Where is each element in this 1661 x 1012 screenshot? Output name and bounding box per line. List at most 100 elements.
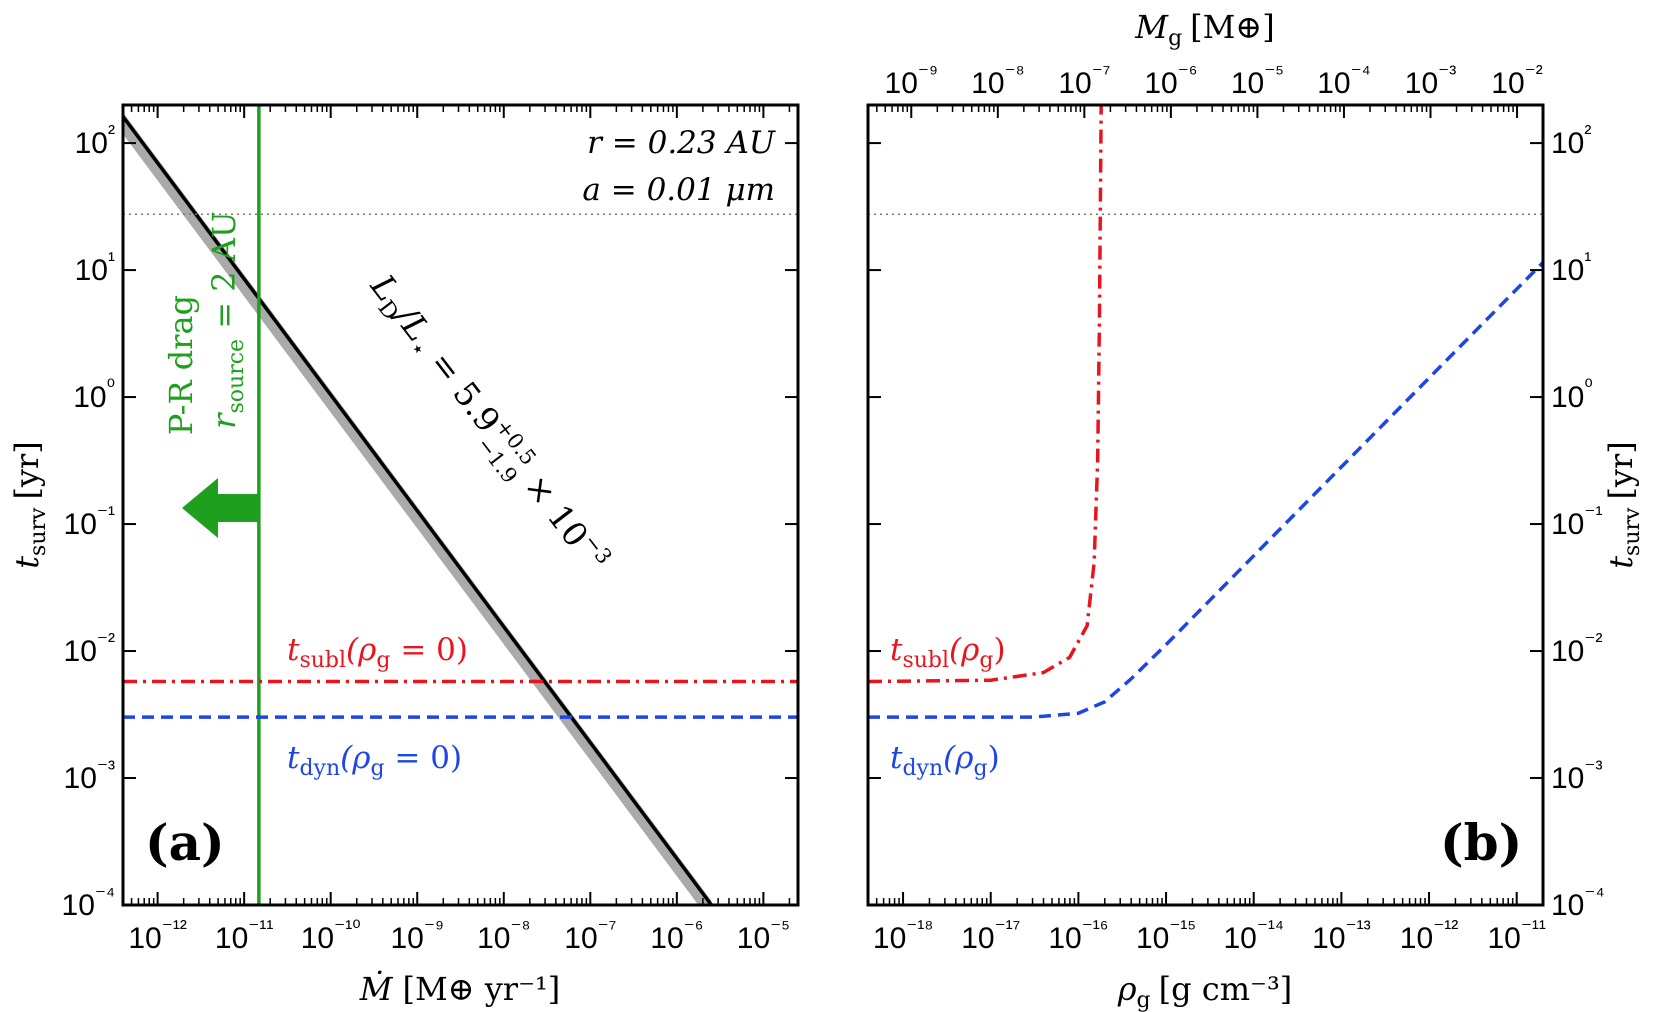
b-tsubl-symbol: t xyxy=(890,632,903,668)
top-x-tick-label: 10⁻⁶ xyxy=(1144,62,1197,100)
tdyn-subscript: dyn xyxy=(299,756,340,781)
tsurv-subscript: surv xyxy=(26,507,51,556)
y-tick-label: 10⁻³ xyxy=(1551,757,1602,795)
y-tick-label: 10⁰ xyxy=(1551,376,1593,414)
panel-b-label: (b) xyxy=(1440,813,1522,872)
b-tsurv-subscript: surv xyxy=(1620,507,1645,556)
tdyn-arg-rest: = 0) xyxy=(385,740,463,776)
panel-a-ylabel: tsurv [yr] xyxy=(8,441,51,569)
panel-a-label: (a) xyxy=(145,813,225,872)
x-tick-label: 10⁻⁷ xyxy=(564,917,616,955)
top-x-tick-label: 10⁻⁴ xyxy=(1317,62,1370,100)
r-source-label-group: rsource = 2 AU xyxy=(205,211,249,429)
y-tick-label: 10² xyxy=(75,122,115,160)
mg-symbol: M xyxy=(1134,8,1169,46)
rhog-unit: [g cm⁻³] xyxy=(1159,970,1293,1008)
rhog-symbol: ρ xyxy=(1117,970,1137,1008)
pr-drag-arrow xyxy=(182,478,258,538)
x-tick-label: 10⁻¹⁵ xyxy=(1136,917,1196,955)
x-tick-label: 10⁻¹⁷ xyxy=(961,917,1020,955)
ld-label-group: LD/L⋆ = 5.9+0.5−1.9 × 10−3 xyxy=(363,266,617,568)
panel-a-tsubl-label: tsubl(ρg = 0) xyxy=(287,632,468,673)
b-tsurv-unit: [yr] xyxy=(1602,441,1640,499)
y-tick-label: 10⁰ xyxy=(73,376,115,414)
r-source-value: = 2 AU xyxy=(205,211,243,339)
x-tick-label: 10⁻¹¹ xyxy=(215,917,273,955)
y-tick-label: 10⁻⁴ xyxy=(1551,884,1604,922)
b-tdyn-arg-rest: ) xyxy=(988,740,1000,776)
panel-a-tdyn-label: tdyn(ρg = 0) xyxy=(287,740,462,781)
x-tick-label: 10⁻¹⁴ xyxy=(1223,917,1283,955)
panel-a-xlabel: Ṁ [M⊕ yr⁻¹] xyxy=(359,970,561,1008)
r-source-label: rsource = 2 AU xyxy=(205,211,249,429)
panel-a-ticks: 10⁻⁴ 10⁻³ 10⁻² 10⁻¹ 10⁰ 10¹ 10² 10⁻¹² 10⁻¹¹ 10⁻¹⁰… xyxy=(62,105,798,955)
panel-b-top-xlabel: Mg [M⊕] xyxy=(1134,8,1274,51)
tsurv-symbol: t xyxy=(8,556,46,569)
tsubl-arg: (ρ xyxy=(346,632,376,668)
tdyn-symbol: t xyxy=(287,740,300,776)
panel-a: 10⁻⁴ 10⁻³ 10⁻² 10⁻¹ 10⁰ 10¹ 10² 10⁻¹² 10⁻¹¹ 10⁻¹⁰… xyxy=(8,103,800,1008)
series-line xyxy=(123,113,713,905)
panel-b-plot-area xyxy=(868,105,1543,719)
panel-b-tdyn-label: tdyn(ρg) xyxy=(890,740,1000,781)
panel-a-plot-area xyxy=(123,105,798,905)
tsubl-symbol: t xyxy=(287,632,300,668)
x-tick-label: 10⁻¹⁸ xyxy=(873,917,933,955)
panel-b-ylabel: tsurv [yr] xyxy=(1602,441,1645,569)
y-tick-label: 10⁻⁴ xyxy=(62,884,115,922)
y-tick-label: 10⁻² xyxy=(64,630,115,668)
panel-a-radius-label: r = 0.23 AU xyxy=(587,125,776,161)
mg-subscript: g xyxy=(1168,26,1182,51)
b-tdyn-arg-subscript: g xyxy=(973,756,987,781)
y-tick-label: 10⁻¹ xyxy=(1551,503,1602,541)
x-tick-label: 10⁻¹² xyxy=(128,917,186,955)
mg-unit: [M⊕] xyxy=(1190,8,1275,46)
x-tick-label: 10⁻⁹ xyxy=(391,917,444,955)
panel-a-ylabel-group: tsurv [yr] xyxy=(8,441,51,569)
tsubl-arg-rest: = 0) xyxy=(390,632,468,668)
series-line xyxy=(868,105,1103,684)
b-tdyn-subscript: dyn xyxy=(902,756,943,781)
panel-b: 10⁻⁴ 10⁻³ 10⁻² 10⁻¹ 10⁰ 10¹ 10² 10⁻¹⁸ 10⁻¹⁷ 10⁻¹⁶… xyxy=(866,8,1645,1012)
panel-a-frame xyxy=(121,103,800,907)
x-tick-label: 10⁻¹¹ xyxy=(1487,917,1545,955)
r-source-subscript: source xyxy=(224,339,249,414)
b-tsubl-subscript: subl xyxy=(902,648,949,673)
x-tick-label: 10⁻¹² xyxy=(1400,917,1458,955)
y-tick-label: 10¹ xyxy=(75,249,115,287)
series-line xyxy=(868,261,1543,719)
panel-a-series-layer xyxy=(123,105,798,905)
mdot-unit: [M⊕ yr⁻¹] xyxy=(402,970,560,1008)
top-x-tick-label: 10⁻⁷ xyxy=(1058,62,1110,100)
b-tsubl-arg-subscript: g xyxy=(979,648,993,673)
tsubl-subscript: subl xyxy=(299,648,346,673)
panel-b-frame xyxy=(866,103,1545,907)
top-x-tick-label: 10⁻⁹ xyxy=(885,62,938,100)
panel-b-tsubl-label: tsubl(ρg) xyxy=(890,632,1006,673)
ld-uncertainty-band xyxy=(123,112,712,905)
pr-drag-label: P-R drag xyxy=(162,295,200,435)
y-tick-label: 10⁻³ xyxy=(64,757,115,795)
b-tdyn-arg: (ρ xyxy=(943,740,973,776)
top-x-tick-label: 10⁻² xyxy=(1491,62,1542,100)
panel-b-ylabel-group: tsurv [yr] xyxy=(1602,441,1645,569)
panel-a-grain-size-label: a = 0.01 μm xyxy=(582,172,775,208)
x-tick-label: 10⁻⁸ xyxy=(477,917,530,955)
tdyn-arg-subscript: g xyxy=(370,756,384,781)
top-x-tick-label: 10⁻³ xyxy=(1405,62,1456,100)
b-tsurv-symbol: t xyxy=(1602,556,1640,569)
y-tick-label: 10⁻² xyxy=(1551,630,1602,668)
tsurv-unit: [yr] xyxy=(8,441,46,499)
panel-b-xlabel: ρg [g cm⁻³] xyxy=(1117,970,1293,1012)
x-tick-label: 10⁻⁶ xyxy=(650,917,703,955)
x-tick-label: 10⁻¹⁰ xyxy=(301,917,361,955)
y-tick-label: 10¹ xyxy=(1551,249,1591,287)
x-tick-label: 10⁻¹³ xyxy=(1312,917,1370,955)
pr-drag-label-group: P-R drag xyxy=(162,295,200,435)
r-source-symbol: r xyxy=(205,412,243,429)
panel-b-ticks: 10⁻⁴ 10⁻³ 10⁻² 10⁻¹ 10⁰ 10¹ 10² 10⁻¹⁸ 10⁻¹⁷ 10⁻¹⁶… xyxy=(867,62,1604,955)
top-x-tick-label: 10⁻⁵ xyxy=(1231,62,1284,100)
panel-b-series-layer xyxy=(868,105,1543,719)
b-tsubl-arg-rest: ) xyxy=(993,632,1005,668)
